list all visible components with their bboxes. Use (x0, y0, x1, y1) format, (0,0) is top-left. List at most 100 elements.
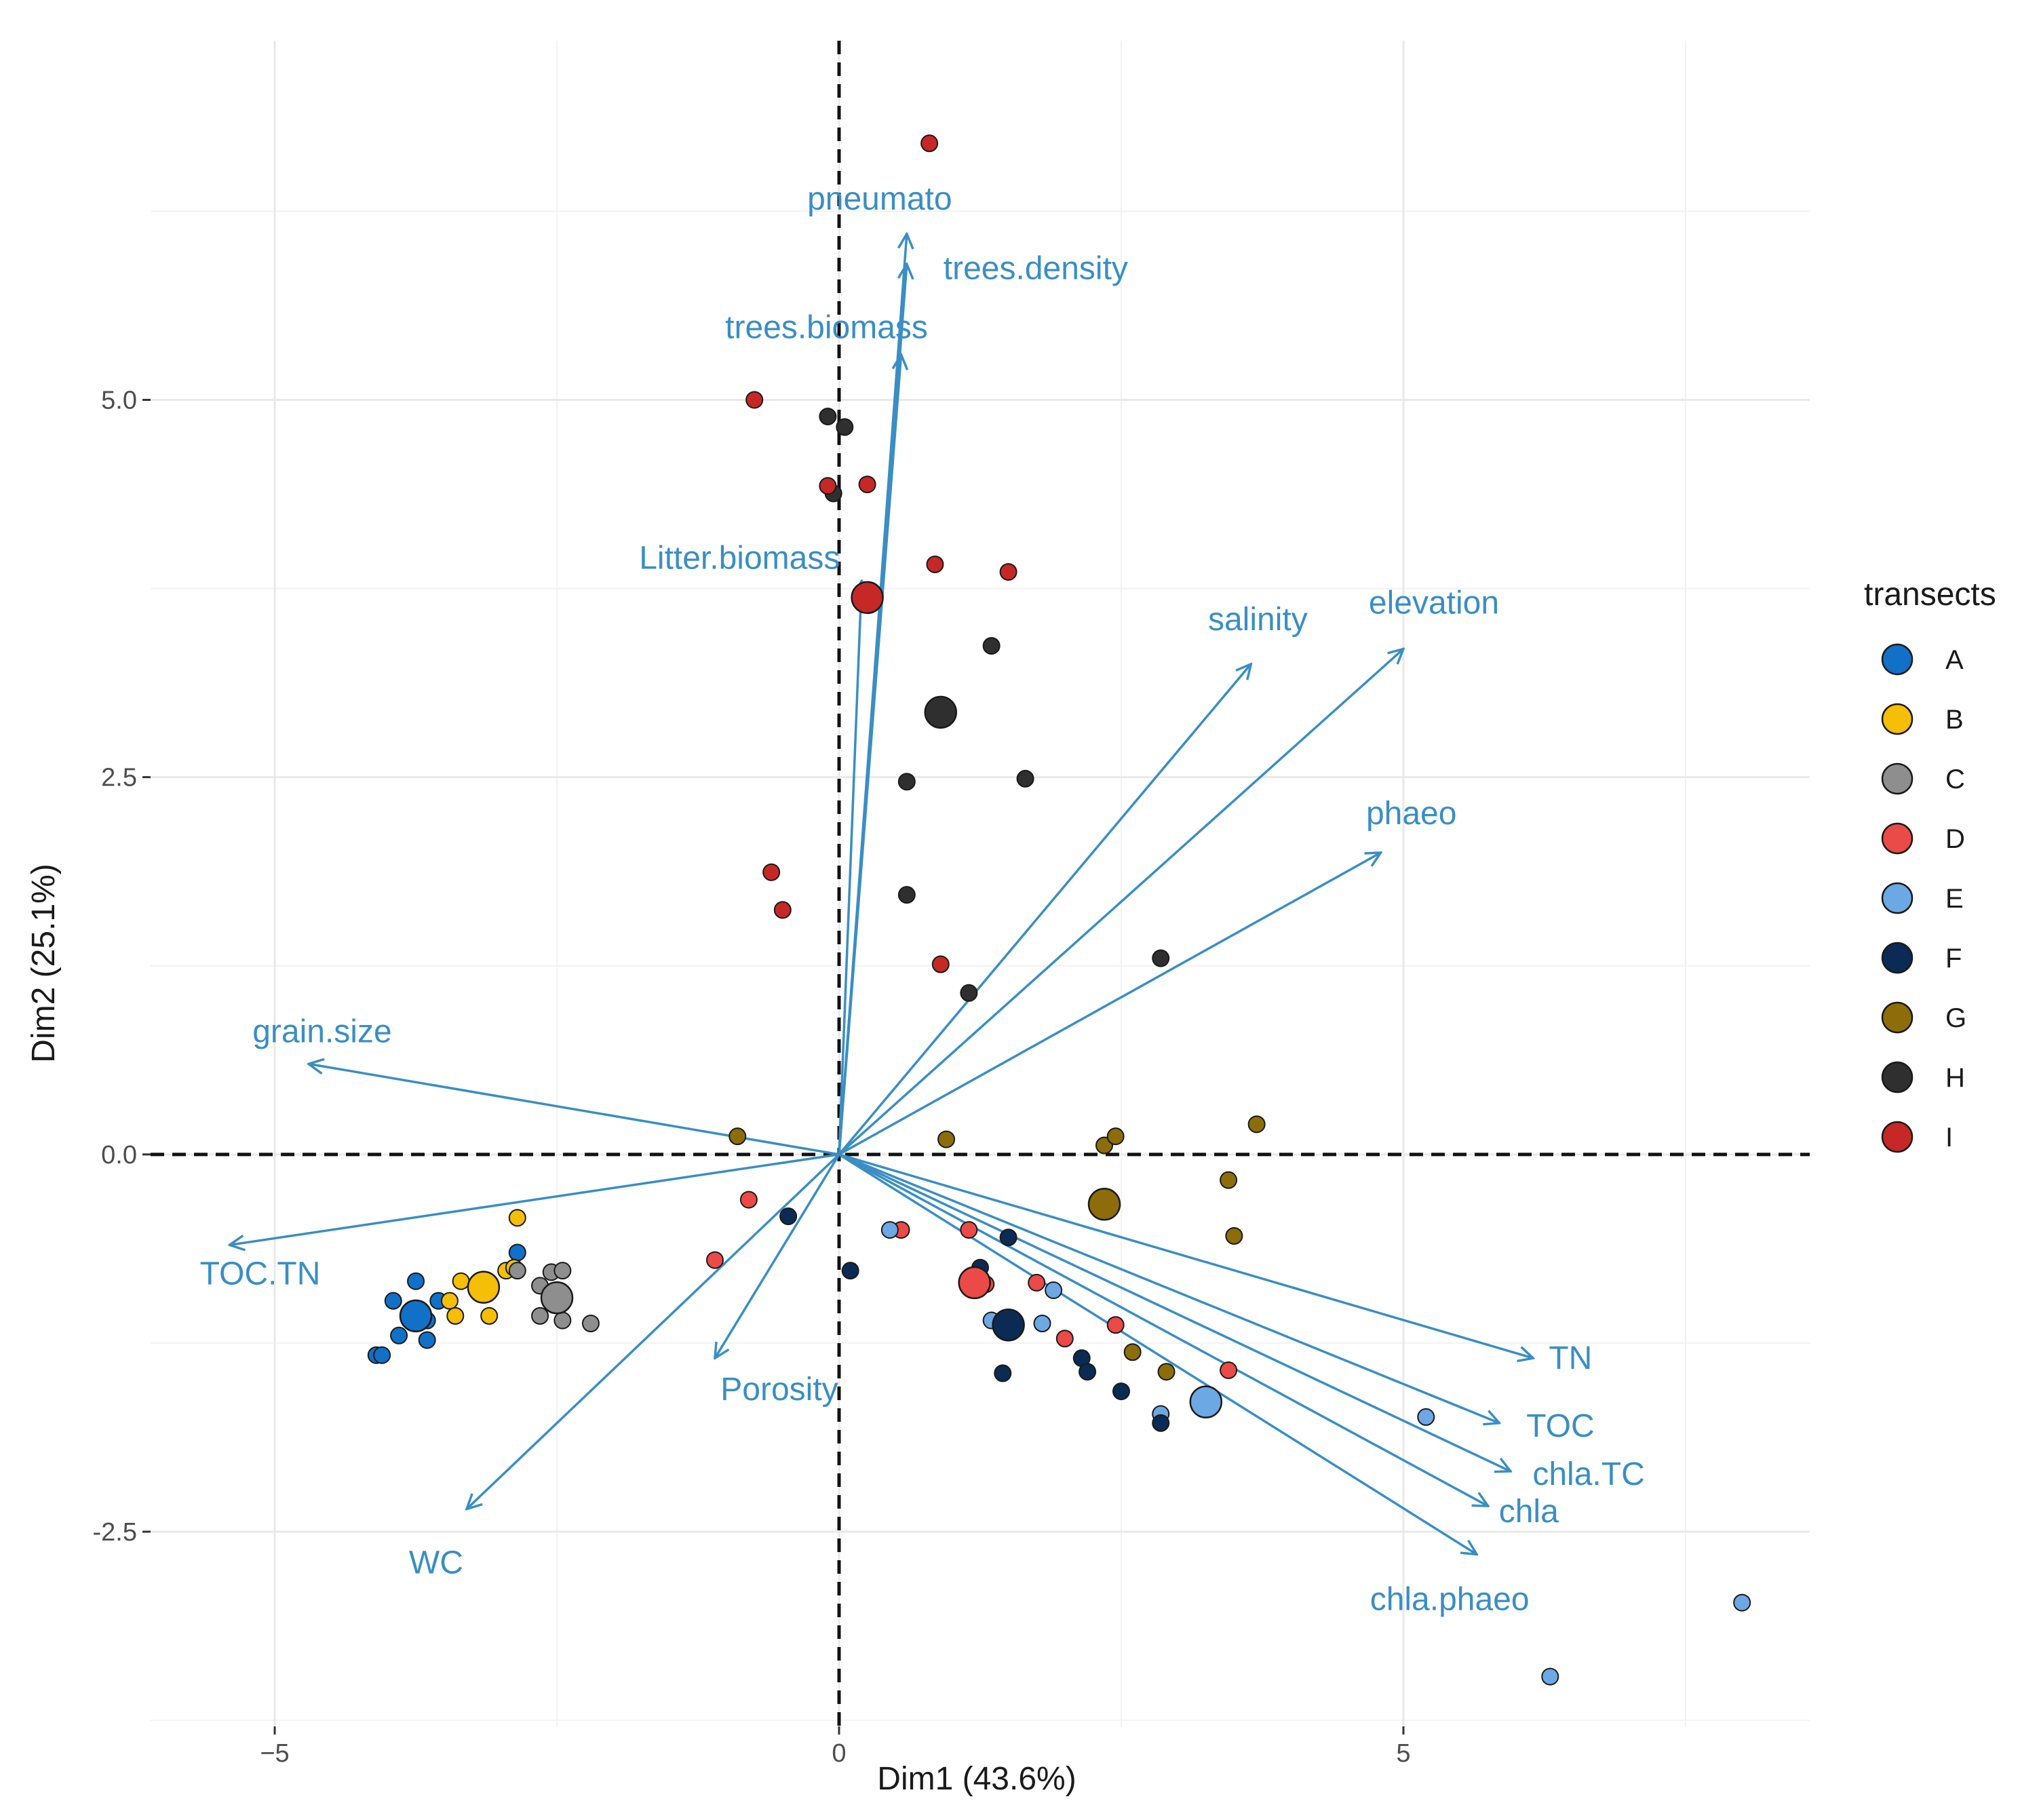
data-point-A (508, 1243, 526, 1262)
data-point-A (384, 1292, 402, 1310)
legend-label: D (1945, 824, 1965, 854)
data-point-A (373, 1346, 391, 1364)
loading-arrow-salinity (838, 664, 1251, 1155)
loading-arrow-tn (838, 1153, 1533, 1358)
y-tick-label: 2.5 (101, 764, 137, 792)
centroid-point-D (958, 1266, 991, 1300)
data-point-G (1106, 1127, 1125, 1146)
zero-reference-lines (151, 41, 1810, 1726)
data-point-D (960, 1221, 978, 1239)
legend-key-B (1881, 703, 1914, 735)
data-point-F (1152, 1414, 1170, 1432)
loading-arrow-toc-tn (229, 1153, 840, 1245)
data-point-F (994, 1364, 1012, 1382)
data-point-D (705, 1251, 724, 1269)
data-point-D (1055, 1330, 1074, 1348)
data-point-I (745, 391, 764, 409)
legend-label: E (1945, 884, 1964, 914)
legend-label: I (1945, 1123, 1953, 1153)
observation-points (367, 134, 1751, 1686)
loading-label: pneumato (807, 181, 952, 217)
legend-key-E (1881, 882, 1914, 914)
centroid-point-H (924, 695, 958, 729)
data-point-C (531, 1306, 549, 1325)
data-point-G (937, 1130, 956, 1148)
y-tick-label: -2.5 (93, 1518, 137, 1547)
data-point-G (1157, 1363, 1176, 1381)
legend-key-F (1881, 942, 1914, 974)
legend-key-C (1881, 762, 1914, 795)
data-point-D (1220, 1361, 1238, 1379)
legend-label: B (1945, 705, 1964, 735)
loading-arrow-chla (838, 1153, 1488, 1506)
loading-label: TOC (1526, 1408, 1594, 1444)
legend-label: H (1945, 1063, 1965, 1093)
y-axis-title: Dim2 (25.1%) (26, 864, 62, 1062)
data-point-C (581, 1315, 600, 1333)
data-point-I (858, 476, 876, 494)
loading-arrow-trees-biomass (838, 355, 901, 1155)
data-point-H (836, 418, 854, 436)
data-point-H (1152, 949, 1170, 967)
legend-label: G (1945, 1003, 1966, 1033)
legend-label: C (1945, 764, 1965, 794)
data-point-F (1079, 1363, 1097, 1381)
loading-label: trees.density (944, 250, 1128, 286)
loading-arrow-porosity (715, 1153, 840, 1358)
data-point-A (407, 1272, 425, 1290)
loading-label: chla (1499, 1494, 1559, 1530)
legend-key-D (1881, 822, 1914, 855)
data-point-I (926, 555, 944, 573)
loading-label: WC (409, 1545, 463, 1581)
data-point-A (418, 1331, 436, 1349)
legend-key-A (1881, 643, 1914, 676)
loading-label: phaeo (1366, 796, 1456, 832)
loading-label: Litter.biomass (639, 540, 840, 576)
legend-title: transects (1864, 577, 1996, 613)
centroid-point-E (1189, 1385, 1223, 1418)
legend-key-I (1881, 1121, 1914, 1153)
data-point-A (390, 1326, 408, 1344)
loading-label: TOC.TN (200, 1256, 321, 1292)
data-point-H (1016, 769, 1034, 788)
data-point-C (508, 1262, 526, 1280)
legend-label: A (1945, 645, 1964, 675)
loading-arrow-elevation (838, 649, 1403, 1156)
data-point-I (931, 955, 950, 973)
data-point-C (554, 1262, 572, 1280)
data-point-I (920, 134, 939, 153)
loading-label: elevation (1369, 585, 1499, 621)
loading-label: trees.biomass (725, 310, 928, 346)
data-point-H (819, 407, 837, 425)
data-point-C (554, 1311, 572, 1330)
x-tick-label: 5 (1396, 1739, 1410, 1768)
data-point-D (739, 1190, 758, 1209)
loading-arrow-litter-biomass (838, 581, 861, 1155)
data-point-F (779, 1207, 798, 1226)
data-point-B (446, 1306, 465, 1325)
data-point-G (1123, 1343, 1142, 1361)
centroid-point-F (992, 1308, 1025, 1342)
loading-arrow-wc (467, 1153, 840, 1509)
loading-labels: pneumato trees.density trees.biomass Litter… (200, 181, 1645, 1618)
plot-panel: pneumato trees.density trees.biomass Litter… (151, 41, 1810, 1726)
data-point-D (1028, 1273, 1046, 1292)
x-axis-ticks: −5 0 5 (260, 1726, 1411, 1768)
data-point-E (1417, 1408, 1435, 1426)
data-point-E (880, 1221, 899, 1239)
loading-arrow-chla-phaeo (838, 1153, 1477, 1555)
loading-label: salinity (1208, 602, 1308, 638)
loading-label: chla.phaeo (1370, 1581, 1530, 1617)
data-point-E (1733, 1593, 1751, 1612)
centroid-point-C (540, 1281, 574, 1315)
data-point-B (508, 1209, 526, 1227)
data-point-G (729, 1127, 747, 1146)
y-axis-ticks: 5.0 2.5 0.0 -2.5 (93, 386, 151, 1547)
loading-arrow-phaeo (838, 853, 1381, 1156)
y-tick-label: 5.0 (101, 386, 137, 414)
x-tick-label: −5 (260, 1739, 289, 1768)
x-axis-title: Dim1 (43.6%) (877, 1761, 1076, 1797)
data-point-E (1541, 1667, 1559, 1686)
